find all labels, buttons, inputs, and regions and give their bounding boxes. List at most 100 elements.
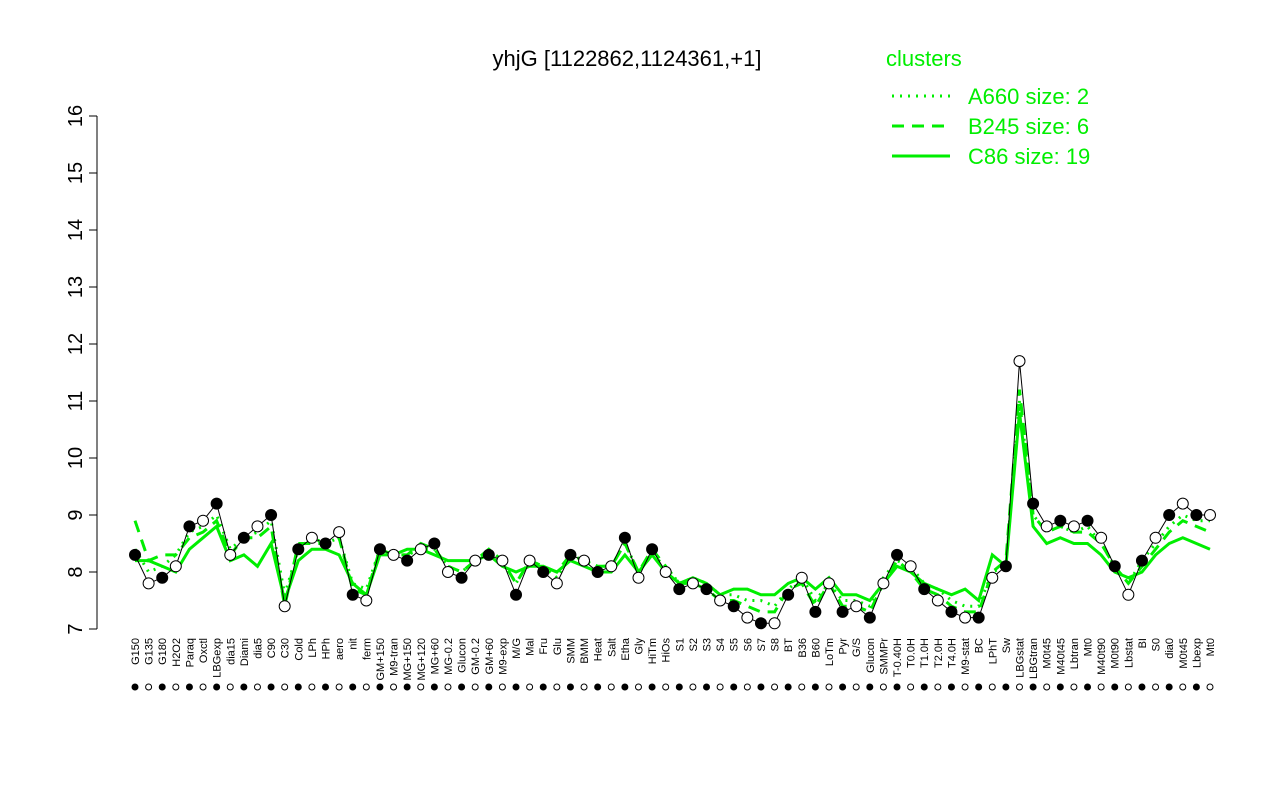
condition-dot (1029, 683, 1037, 691)
condition-dot (1002, 683, 1010, 691)
legend-label: B245 size: 6 (968, 114, 1089, 139)
condition-dot (1015, 683, 1023, 691)
data-point (346, 588, 359, 601)
condition-dot (322, 683, 330, 691)
data-point (945, 605, 958, 618)
data-point (387, 548, 400, 561)
condition-dot (757, 683, 765, 691)
x-tick-label: C30 (280, 638, 292, 658)
condition-dot (417, 683, 425, 691)
data-point (482, 548, 495, 561)
x-tick-label: Diami (239, 638, 251, 666)
data-point (850, 600, 863, 613)
condition-dot (961, 683, 969, 691)
condition-dot (798, 683, 806, 691)
condition-dot (226, 683, 234, 691)
x-tick-label: BI (1137, 638, 1149, 648)
y-tick-label: 11 (65, 391, 87, 412)
data-point (618, 531, 631, 544)
condition-dot (539, 683, 547, 691)
data-point (469, 554, 482, 567)
data-point (822, 577, 835, 590)
data-point (414, 543, 427, 556)
x-tick-label: G/S (851, 638, 863, 657)
data-point (237, 531, 250, 544)
x-tick-label: BC (974, 638, 986, 653)
x-tick-label: M40t45 (1055, 638, 1067, 675)
data-point (1054, 514, 1067, 527)
data-point (727, 600, 740, 613)
data-point (741, 611, 754, 624)
condition-dot (743, 683, 751, 691)
data-point (265, 509, 278, 521)
data-point (319, 537, 332, 550)
x-tick-label: M9-stat (960, 638, 972, 675)
x-tick-label: LBGstat (1014, 638, 1026, 678)
condition-dot (294, 683, 302, 691)
data-point (972, 611, 985, 624)
x-tick-label: nit (348, 638, 360, 650)
x-tick-label: S2 (688, 638, 700, 651)
x-tick-label: Sw (1001, 638, 1013, 653)
legend-label: C86 size: 19 (968, 144, 1090, 169)
condition-dot (199, 683, 207, 691)
condition-dot (634, 683, 642, 691)
x-tick-label: SMM (565, 638, 577, 664)
y-tick-label: 14 (65, 219, 87, 241)
data-point (673, 583, 686, 596)
data-point (564, 548, 577, 561)
condition-dot (390, 683, 398, 691)
condition-dot (267, 683, 275, 691)
cluster-line (133, 389, 1211, 614)
condition-dot (975, 683, 983, 691)
x-tick-label: Lbtran (1069, 638, 1081, 669)
data-point (959, 611, 972, 624)
data-point (605, 560, 618, 573)
data-point (305, 531, 318, 544)
x-tick-label: S7 (756, 638, 768, 651)
condition-dot (934, 683, 942, 691)
data-point (1204, 509, 1216, 521)
data-point (401, 554, 414, 567)
data-point (700, 583, 713, 596)
data-point (1081, 514, 1094, 527)
condition-dot (403, 683, 411, 691)
x-tick-label: H2O2 (171, 638, 183, 667)
data-point (1163, 509, 1176, 521)
condition-dot (471, 683, 479, 691)
condition-dot (498, 683, 506, 691)
data-point (714, 594, 727, 607)
condition-dot (607, 683, 615, 691)
x-tick-label: B60 (810, 638, 822, 658)
x-tick-label: Fru (538, 638, 550, 655)
y-tick-label: 9 (65, 509, 87, 520)
data-point (632, 571, 645, 584)
condition-dot (1165, 683, 1173, 691)
x-tick-label: S5 (729, 638, 741, 651)
x-tick-label: Mt0 (1205, 638, 1217, 656)
data-point (156, 571, 169, 584)
legend-title: clusters (886, 46, 962, 71)
x-tick-label: G150 (130, 638, 142, 665)
condition-dot (675, 683, 683, 691)
condition-dot (158, 683, 166, 691)
condition-dot (1070, 683, 1078, 691)
x-tick-label: T2.0H (933, 638, 945, 668)
data-point (496, 554, 509, 567)
y-tick-label: 7 (65, 623, 87, 634)
condition-dot (308, 683, 316, 691)
data-point (1013, 355, 1026, 368)
data-point (1149, 531, 1162, 544)
condition-dot (1179, 683, 1187, 691)
x-tick-label: dia15 (225, 638, 237, 665)
x-tick-label: BMM (579, 638, 591, 664)
data-point (836, 605, 849, 618)
x-tick-label: M40t90 (1096, 638, 1108, 675)
data-point (1135, 554, 1148, 567)
condition-dot (349, 683, 357, 691)
x-tick-label: S1 (674, 638, 686, 651)
x-tick-label: M0t45 (1178, 638, 1190, 669)
data-point (646, 543, 659, 556)
y-tick-label: 10 (65, 447, 87, 469)
